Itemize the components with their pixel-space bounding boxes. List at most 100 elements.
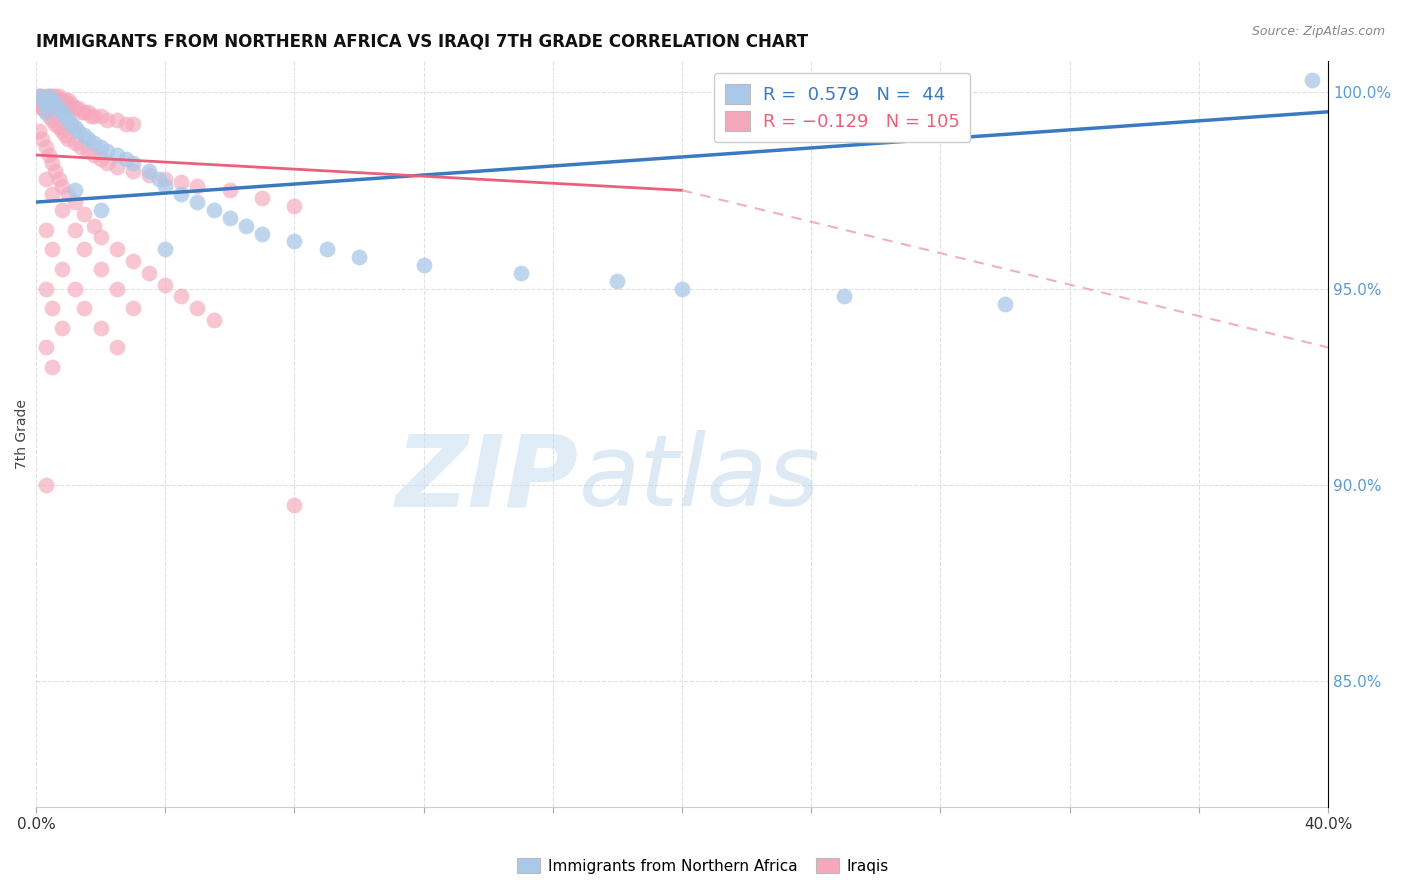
Point: [44, 97, 66, 112]
Point: [76, 104, 98, 119]
Point: [153, 179, 176, 194]
Point: [34, 341, 56, 355]
Point: [250, 191, 273, 205]
Point: [283, 199, 305, 213]
Point: [48, 101, 70, 115]
Point: [28, 89, 51, 103]
Point: [58, 93, 80, 107]
Text: atlas: atlas: [579, 430, 820, 527]
Point: [41, 187, 63, 202]
Point: [66, 101, 89, 115]
Point: [1301, 73, 1323, 87]
Point: [90, 230, 112, 244]
Point: [186, 179, 208, 194]
Point: [63, 101, 86, 115]
Point: [58, 112, 80, 127]
Point: [53, 93, 76, 107]
Text: ZIP: ZIP: [395, 430, 579, 527]
Point: [63, 281, 86, 295]
Point: [34, 140, 56, 154]
Point: [44, 89, 66, 103]
Point: [28, 97, 51, 112]
Point: [202, 313, 225, 327]
Point: [115, 117, 138, 131]
Point: [70, 140, 93, 154]
Point: [31, 97, 53, 112]
Point: [83, 219, 105, 233]
Point: [90, 261, 112, 276]
Point: [53, 97, 76, 112]
Point: [41, 242, 63, 256]
Point: [283, 235, 305, 249]
Point: [105, 281, 128, 295]
Point: [44, 97, 66, 112]
Point: [34, 97, 56, 112]
Legend: R =  0.579   N =  44, R = −0.129   N = 105: R = 0.579 N = 44, R = −0.129 N = 105: [714, 73, 970, 142]
Point: [121, 301, 143, 315]
Point: [90, 202, 112, 217]
Point: [153, 242, 176, 256]
Point: [186, 195, 208, 210]
Text: IMMIGRANTS FROM NORTHERN AFRICA VS IRAQI 7TH GRADE CORRELATION CHART: IMMIGRANTS FROM NORTHERN AFRICA VS IRAQI…: [37, 33, 808, 51]
Y-axis label: 7th Grade: 7th Grade: [15, 399, 30, 469]
Point: [58, 101, 80, 115]
Point: [41, 89, 63, 103]
Point: [34, 104, 56, 119]
Point: [31, 93, 53, 107]
Point: [73, 207, 96, 221]
Point: [34, 89, 56, 103]
Point: [105, 112, 128, 127]
Point: [41, 301, 63, 315]
Point: [38, 101, 60, 115]
Point: [153, 171, 176, 186]
Point: [138, 266, 160, 280]
Point: [202, 202, 225, 217]
Point: [90, 152, 112, 166]
Point: [153, 277, 176, 292]
Point: [51, 179, 73, 194]
Point: [218, 183, 240, 197]
Point: [76, 144, 98, 158]
Point: [34, 281, 56, 295]
Point: [509, 266, 531, 280]
Point: [58, 97, 80, 112]
Point: [412, 258, 434, 272]
Point: [250, 227, 273, 241]
Point: [41, 360, 63, 375]
Point: [315, 242, 337, 256]
Point: [51, 93, 73, 107]
Point: [51, 261, 73, 276]
Point: [51, 320, 73, 334]
Point: [80, 109, 103, 123]
Point: [60, 97, 83, 112]
Point: [38, 148, 60, 162]
Point: [34, 104, 56, 119]
Point: [138, 168, 160, 182]
Point: [48, 93, 70, 107]
Point: [41, 156, 63, 170]
Point: [96, 144, 118, 158]
Point: [34, 93, 56, 107]
Point: [105, 341, 128, 355]
Point: [44, 163, 66, 178]
Point: [170, 187, 193, 202]
Point: [90, 109, 112, 123]
Point: [96, 112, 118, 127]
Point: [31, 132, 53, 146]
Point: [70, 104, 93, 119]
Point: [28, 93, 51, 107]
Point: [994, 297, 1017, 311]
Point: [105, 148, 128, 162]
Point: [63, 183, 86, 197]
Point: [38, 89, 60, 103]
Point: [76, 132, 98, 146]
Point: [48, 97, 70, 112]
Point: [170, 289, 193, 303]
Point: [38, 109, 60, 123]
Point: [671, 281, 693, 295]
Point: [34, 171, 56, 186]
Point: [121, 117, 143, 131]
Point: [58, 132, 80, 146]
Point: [63, 195, 86, 210]
Point: [90, 140, 112, 154]
